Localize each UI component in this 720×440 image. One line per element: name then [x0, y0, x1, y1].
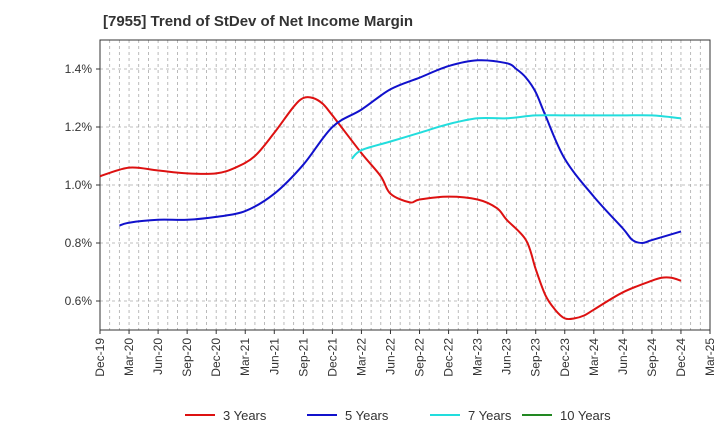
series-line-5-years — [119, 59, 682, 244]
y-tick-label: 0.6% — [65, 294, 93, 308]
x-tick-label: Sep-22 — [413, 338, 427, 377]
x-tick-label: Sep-20 — [180, 338, 194, 377]
chart-title: [7955] Trend of StDev of Net Income Marg… — [103, 13, 414, 30]
y-tick-label: 1.2% — [65, 120, 93, 134]
y-tick-label: 1.0% — [65, 178, 93, 192]
series-line-7-years — [350, 114, 682, 160]
x-tick-label: Jun-24 — [616, 338, 630, 375]
legend-label: 5 Years — [345, 408, 389, 423]
x-axis: Dec-19 Mar-20 Jun-20 Sep-20 Dec-20 Mar-21 Jun-… — [93, 330, 717, 377]
legend-label: 3 Years — [223, 408, 267, 423]
x-tick-label: Mar-24 — [587, 338, 601, 376]
x-tick-label: Sep-21 — [296, 338, 310, 377]
legend: 3 Years 5 Years 7 Years 10 Years — [185, 408, 611, 423]
x-tick-label: Jun-22 — [383, 338, 397, 375]
x-tick-label: Jun-21 — [267, 338, 281, 375]
x-tick-label: Dec-23 — [558, 338, 572, 377]
x-tick-label: Mar-22 — [354, 338, 368, 376]
y-axis: 0.6% 0.8% 1.0% 1.2% 1.4% — [65, 62, 100, 308]
x-tick-label: Jun-20 — [151, 338, 165, 375]
x-tick-label: Mar-20 — [122, 338, 136, 376]
series-layer — [99, 59, 682, 321]
grid-layer — [99, 40, 711, 330]
x-tick-label: Mar-21 — [238, 338, 252, 376]
x-tick-label: Sep-23 — [529, 338, 543, 377]
x-tick-label: Mar-25 — [703, 338, 717, 376]
x-tick-label: Sep-24 — [645, 338, 659, 377]
x-tick-label: Dec-19 — [93, 338, 107, 377]
x-tick-label: Dec-21 — [325, 338, 339, 377]
legend-label: 7 Years — [468, 408, 512, 423]
x-tick-label: Dec-24 — [674, 338, 688, 377]
x-tick-label: Jun-23 — [500, 338, 514, 375]
x-tick-label: Mar-23 — [471, 338, 485, 376]
x-tick-label: Dec-22 — [442, 338, 456, 377]
y-tick-label: 0.8% — [65, 236, 93, 250]
series-line-3-years — [99, 96, 682, 321]
legend-label: 10 Years — [560, 408, 611, 423]
x-tick-label: Dec-20 — [209, 338, 223, 377]
y-tick-label: 1.4% — [65, 62, 93, 76]
